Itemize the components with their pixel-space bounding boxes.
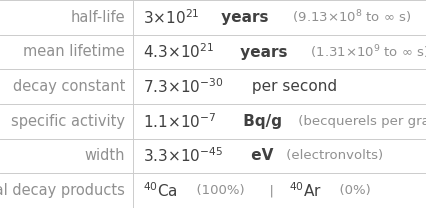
Text: $7.3{\times}10^{-30}$: $7.3{\times}10^{-30}$	[143, 77, 224, 96]
Text: (becquerels per gram): (becquerels per gram)	[294, 115, 426, 128]
Text: Bq/g: Bq/g	[238, 114, 282, 129]
Text: $3.3{\times}10^{-45}$: $3.3{\times}10^{-45}$	[143, 147, 223, 165]
Text: $(9.13{\times}10^{8}$ to $\infty$ s): $(9.13{\times}10^{8}$ to $\infty$ s)	[284, 9, 411, 26]
Text: mean lifetime: mean lifetime	[23, 45, 125, 59]
Text: $3{\times}10^{21}$: $3{\times}10^{21}$	[143, 8, 199, 27]
Text: $(1.31{\times}10^{9}$ to $\infty$ s): $(1.31{\times}10^{9}$ to $\infty$ s)	[302, 43, 426, 61]
Text: specific activity: specific activity	[11, 114, 125, 129]
Text: final decay products: final decay products	[0, 183, 125, 198]
Text: width: width	[84, 149, 125, 163]
Text: years: years	[235, 45, 287, 59]
Text: half-life: half-life	[70, 10, 125, 25]
Text: decay constant: decay constant	[13, 79, 125, 94]
Text: |: |	[261, 184, 282, 197]
Text: per second: per second	[247, 79, 337, 94]
Text: (100%): (100%)	[188, 184, 245, 197]
Text: years: years	[216, 10, 268, 25]
Text: eV: eV	[246, 149, 273, 163]
Text: (0%): (0%)	[331, 184, 371, 197]
Text: $4.3{\times}10^{21}$: $4.3{\times}10^{21}$	[143, 43, 214, 61]
Text: (electronvolts): (electronvolts)	[282, 150, 383, 162]
Text: $^{40}$Ar: $^{40}$Ar	[288, 181, 322, 200]
Text: $^{40}$Ca: $^{40}$Ca	[143, 181, 178, 200]
Text: $1.1{\times}10^{-7}$: $1.1{\times}10^{-7}$	[143, 112, 216, 131]
